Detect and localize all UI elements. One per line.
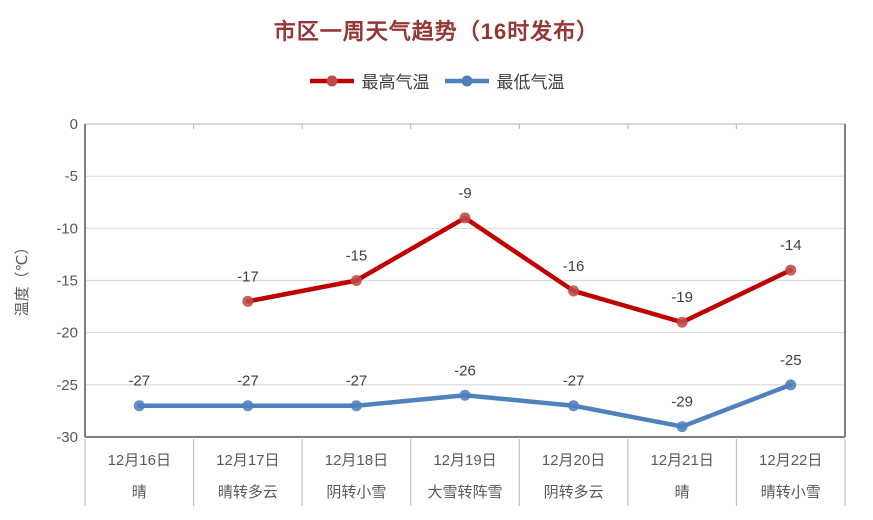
category-weather-label: 晴转小雪 xyxy=(761,484,821,501)
y-tick-label: -30 xyxy=(56,429,78,446)
high-temp-data-label: -9 xyxy=(458,185,471,202)
low-temp-data-label: -29 xyxy=(671,394,693,411)
low-temp-data-point-marker xyxy=(676,421,688,433)
high-temp-data-point-marker xyxy=(568,285,580,297)
category-weather-label: 阴转多云 xyxy=(544,484,604,501)
low-temp-data-label: -27 xyxy=(563,373,585,390)
high-temp-data-point-marker xyxy=(459,212,471,224)
low-temp-data-label: -27 xyxy=(346,373,368,390)
high-temp-data-point-marker xyxy=(676,316,688,328)
low-temp-data-label: -27 xyxy=(237,373,259,390)
high-temp-data-label: -14 xyxy=(780,237,802,254)
low-temp-legend-label: 最低气温 xyxy=(496,73,565,92)
high-temp-data-point-marker xyxy=(242,295,254,307)
low-temp-data-point-marker xyxy=(242,400,254,412)
low-temp-legend-marker-icon xyxy=(461,75,472,86)
high-temp-data-label: -17 xyxy=(237,268,259,285)
low-temp-data-point-marker xyxy=(350,400,362,412)
category-date-label: 12月21日 xyxy=(650,452,713,469)
low-temp-data-label: -25 xyxy=(780,352,802,369)
category-weather-label: 阴转小雪 xyxy=(326,484,386,501)
category-date-label: 12月16日 xyxy=(108,452,171,469)
high-temp-data-point-marker xyxy=(350,275,362,286)
y-tick-label: -15 xyxy=(56,273,78,290)
category-weather-label: 大雪转阵雪 xyxy=(427,484,502,501)
legend-item-low-temp: 最低气温 xyxy=(444,68,565,93)
y-tick-label: -5 xyxy=(65,168,78,185)
category-weather-label: 晴 xyxy=(132,484,147,501)
legend-item-high-temp: 最高气温 xyxy=(309,68,430,93)
low-temp-data-point-marker xyxy=(785,379,797,391)
category-date-label: 12月17日 xyxy=(216,452,279,469)
high-temp-data-label: -15 xyxy=(346,248,368,265)
legend: 最高气温 最低气温 xyxy=(0,68,873,93)
high-temp-line xyxy=(245,215,793,325)
category-date-label: 12月22日 xyxy=(759,452,822,469)
y-tick-label: -25 xyxy=(56,377,78,394)
low-temp-data-label: -26 xyxy=(454,362,476,379)
chart-title: 市区一周天气趋势（16时发布） xyxy=(273,19,600,44)
high-temp-data-label: -16 xyxy=(563,258,585,275)
low-temp-data-point-marker xyxy=(133,400,145,412)
high-temp-legend-marker-icon xyxy=(326,75,337,86)
y-tick-label: -10 xyxy=(56,220,78,237)
high-temp-data-point-marker xyxy=(785,264,797,276)
y-tick-label: 0 xyxy=(70,116,78,133)
y-tick-label: -20 xyxy=(56,325,78,342)
low-temp-data-label: -27 xyxy=(128,373,150,390)
category-date-label: 12月18日 xyxy=(325,452,388,469)
low-temp-data-point-marker xyxy=(459,389,471,401)
category-weather-label: 晴 xyxy=(675,484,690,501)
high-temp-legend-label: 最高气温 xyxy=(361,73,430,92)
low-temp-legend-swatch xyxy=(444,75,489,86)
low-temp-data-point-marker xyxy=(568,400,580,412)
category-date-label: 12月20日 xyxy=(542,452,605,469)
high-temp-data-label: -19 xyxy=(671,289,693,306)
high-temp-legend-swatch xyxy=(309,75,354,86)
category-date-label: 12月19日 xyxy=(433,452,496,469)
category-weather-label: 晴转多云 xyxy=(218,484,278,501)
